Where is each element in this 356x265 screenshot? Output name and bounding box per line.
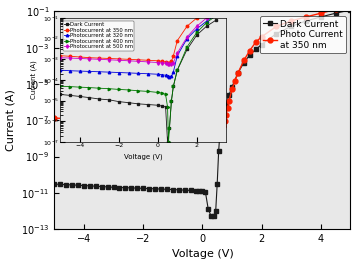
Photo Current
at 350 nm <box>334 8 338 11</box>
Dark Current <box>260 43 264 46</box>
Dark Current <box>165 188 169 191</box>
Photo Current
at 350 nm <box>233 79 237 82</box>
Dark Current <box>188 189 193 192</box>
Dark Current <box>100 185 104 188</box>
Dark Current <box>334 12 338 15</box>
Dark Current <box>177 188 181 191</box>
Photo Current
at 350 nm <box>274 25 278 28</box>
Dark Current <box>221 113 225 116</box>
Dark Current <box>171 188 175 191</box>
Photo Current
at 350 nm <box>227 99 231 102</box>
Dark Current <box>117 186 122 189</box>
Dark Current <box>52 183 57 186</box>
Photo Current
at 350 nm <box>220 127 224 130</box>
Dark Current <box>227 93 231 96</box>
Dark Current <box>242 61 246 64</box>
Dark Current <box>105 185 110 188</box>
X-axis label: Voltage (V): Voltage (V) <box>172 249 233 259</box>
Dark Current <box>153 187 157 191</box>
Photo Current
at 350 nm <box>215 124 219 127</box>
Dark Current <box>218 128 222 131</box>
Dark Current <box>76 184 80 187</box>
Photo Current
at 350 nm <box>216 127 221 130</box>
Dark Current <box>319 15 323 19</box>
Legend: Dark Current, Photo Current
at 350 nm: Dark Current, Photo Current at 350 nm <box>260 16 346 53</box>
Photo Current
at 350 nm <box>304 15 308 19</box>
Photo Current
at 350 nm <box>52 117 57 120</box>
Dark Current <box>64 183 68 186</box>
Dark Current <box>94 185 98 188</box>
Photo Current
at 350 nm <box>224 113 228 116</box>
Photo Current
at 350 nm <box>248 49 252 52</box>
Photo Current
at 350 nm <box>225 106 230 109</box>
Photo Current
at 350 nm <box>242 59 246 62</box>
Dark Current <box>58 183 62 186</box>
Photo Current
at 350 nm <box>96 118 101 121</box>
Dark Current <box>141 187 145 190</box>
Dark Current <box>215 183 219 186</box>
Dark Current <box>274 32 278 35</box>
Photo Current
at 350 nm <box>221 124 225 127</box>
Dark Current <box>206 208 210 211</box>
Photo Current
at 350 nm <box>185 120 190 123</box>
Dark Current <box>348 8 352 12</box>
Dark Current <box>123 186 127 189</box>
Photo Current
at 350 nm <box>289 19 293 23</box>
Dark Current <box>214 209 218 213</box>
Dark Current <box>253 48 258 51</box>
Photo Current
at 350 nm <box>222 120 227 123</box>
Photo Current
at 350 nm <box>212 121 216 124</box>
Photo Current
at 350 nm <box>230 88 234 91</box>
Photo Current
at 350 nm <box>348 4 352 7</box>
Photo Current
at 350 nm <box>141 119 145 122</box>
Photo Current
at 350 nm <box>236 72 240 75</box>
Dark Current <box>230 85 234 89</box>
Dark Current <box>236 72 240 75</box>
Dark Current <box>209 215 213 218</box>
Dark Current <box>304 19 308 23</box>
Dark Current <box>159 187 163 191</box>
Photo Current
at 350 nm <box>253 41 258 44</box>
Dark Current <box>203 190 208 193</box>
Line: Dark Current: Dark Current <box>53 8 352 218</box>
Dark Current <box>135 187 139 190</box>
Photo Current
at 350 nm <box>126 118 131 121</box>
Photo Current
at 350 nm <box>218 128 222 131</box>
Dark Current <box>111 186 116 189</box>
Photo Current
at 350 nm <box>200 120 204 123</box>
Dark Current <box>197 189 201 193</box>
Dark Current <box>200 190 204 193</box>
Dark Current <box>82 184 86 187</box>
Dark Current <box>183 188 187 192</box>
Photo Current
at 350 nm <box>319 12 323 15</box>
Photo Current
at 350 nm <box>156 119 160 122</box>
Y-axis label: Current (A): Current (A) <box>6 89 16 151</box>
Photo Current
at 350 nm <box>82 117 86 120</box>
Dark Current <box>224 102 228 105</box>
Dark Current <box>88 184 92 187</box>
Dark Current <box>212 215 216 218</box>
Dark Current <box>129 186 134 189</box>
Photo Current
at 350 nm <box>67 117 71 120</box>
Line: Photo Current
at 350 nm: Photo Current at 350 nm <box>52 3 353 132</box>
Photo Current
at 350 nm <box>260 35 264 38</box>
Photo Current
at 350 nm <box>111 118 116 121</box>
Dark Current <box>289 25 293 28</box>
Photo Current
at 350 nm <box>171 120 175 123</box>
Dark Current <box>194 189 199 192</box>
Dark Current <box>70 183 74 187</box>
Dark Current <box>216 149 221 153</box>
Dark Current <box>248 53 252 56</box>
Dark Current <box>147 187 151 190</box>
Photo Current
at 350 nm <box>206 121 210 124</box>
